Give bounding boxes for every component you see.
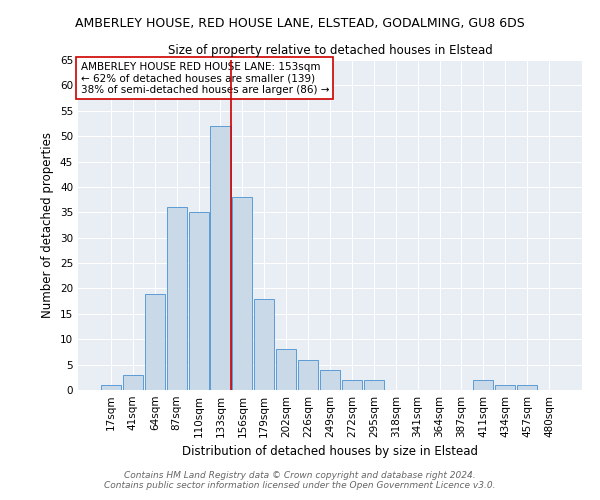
Y-axis label: Number of detached properties: Number of detached properties <box>41 132 55 318</box>
Bar <box>167 207 187 390</box>
X-axis label: Distribution of detached houses by size in Elstead: Distribution of detached houses by size … <box>182 446 478 458</box>
Bar <box>276 350 296 390</box>
Bar <box>101 385 121 390</box>
Bar <box>254 298 274 390</box>
Bar <box>188 212 209 390</box>
Title: Size of property relative to detached houses in Elstead: Size of property relative to detached ho… <box>167 44 493 58</box>
Bar <box>320 370 340 390</box>
Bar <box>145 294 165 390</box>
Text: AMBERLEY HOUSE RED HOUSE LANE: 153sqm
← 62% of detached houses are smaller (139): AMBERLEY HOUSE RED HOUSE LANE: 153sqm ← … <box>80 62 329 95</box>
Bar <box>517 385 537 390</box>
Text: Contains HM Land Registry data © Crown copyright and database right 2024.
Contai: Contains HM Land Registry data © Crown c… <box>104 470 496 490</box>
Bar <box>123 375 143 390</box>
Text: AMBERLEY HOUSE, RED HOUSE LANE, ELSTEAD, GODALMING, GU8 6DS: AMBERLEY HOUSE, RED HOUSE LANE, ELSTEAD,… <box>75 18 525 30</box>
Bar <box>298 360 318 390</box>
Bar <box>473 380 493 390</box>
Bar <box>364 380 384 390</box>
Bar <box>211 126 230 390</box>
Bar <box>232 197 253 390</box>
Bar <box>342 380 362 390</box>
Bar <box>495 385 515 390</box>
